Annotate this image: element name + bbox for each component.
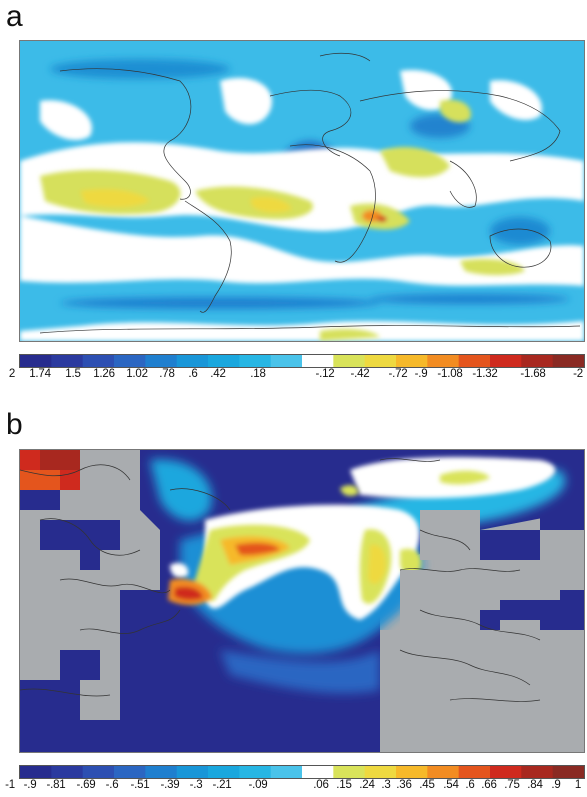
colorbar-tick-label: -.39 [160,779,180,791]
colorbar-tick-label: .9 [551,779,561,791]
colorbar-swatch [239,766,272,778]
colorbar-swatch [552,766,584,778]
north-atlantic-svg [20,450,584,752]
colorbar-tick-label: .06 [313,779,329,791]
colorbar-swatch [364,766,397,778]
colorbar-swatch [521,766,554,778]
colorbar-swatch [302,355,334,367]
colorbar-swatch [145,766,178,778]
colorbar-b [19,765,585,779]
panel-b-label: b [6,408,23,441]
colorbar-swatch [427,355,460,367]
colorbar-tick-label: -.51 [130,779,150,791]
colorbar-tick-label: .84 [527,779,543,791]
colorbar-tick-label: -2 [573,368,583,380]
colorbar-tick-label: 1.5 [65,368,81,380]
colorbar-swatch [333,766,366,778]
colorbar-swatch [208,355,240,367]
masked-cells [20,490,584,752]
colorbar-tick-label: -.81 [46,779,66,791]
colorbar-tick-label: .66 [481,779,497,791]
colorbar-swatch [270,355,303,367]
colorbar-swatch [490,766,522,778]
colorbar-b-svg [20,766,584,778]
colorbar-a-ticks: 2 1.74 1.5 1.26 1.02.78.6.42.18 -.12 -.42 -.72-… [0,368,587,384]
colorbar-tick-label: -.69 [76,779,96,791]
colorbar-swatch [458,355,491,367]
colorbar-swatch [51,766,84,778]
colorbar-swatch [51,355,84,367]
colorbar-tick-label: -.12 [315,368,335,380]
colorbar-tick-label: -.9 [23,779,37,791]
anomaly-field-positive [168,470,490,605]
colorbar-swatch [20,766,52,778]
north-atlantic-map [19,449,585,753]
colorbar-swatch [458,766,491,778]
colorbar-tick-label: .36 [396,779,412,791]
colorbar-tick-label: .54 [443,779,459,791]
colorbar-swatch [176,766,209,778]
colorbar-tick-label: -1.68 [520,368,546,380]
colorbar-tick-label: 1.02 [126,368,148,380]
colorbar-swatch [521,355,554,367]
global-map-svg [20,41,584,341]
colorbar-tick-label: .75 [504,779,520,791]
panel-a-label: a [6,0,23,33]
anomaly-high-corner [20,450,80,490]
colorbar-swatch [552,355,584,367]
colorbar-tick-label: .6 [188,368,198,380]
colorbar-swatch [82,766,115,778]
colorbar-swatch [396,355,428,367]
colorbar-tick-label: .6 [465,779,475,791]
colorbar-tick-label: -.6 [105,779,119,791]
colorbar-tick-label: -.21 [212,779,232,791]
colorbar-tick-label: 2 [8,368,16,380]
colorbar-swatch [302,766,334,778]
colorbar-tick-label: -1.32 [472,368,498,380]
global-anomaly-map [19,40,585,342]
colorbar-swatch [20,355,52,367]
coastlines [39,52,581,334]
colorbar-swatch [396,766,428,778]
colorbar-swatch [114,766,146,778]
colorbar-tick-label: -1.08 [437,368,463,380]
colorbar-swatch [364,355,397,367]
colorbar-tick-label: -.3 [189,779,203,791]
colorbar-tick-label: 1.74 [29,368,51,380]
colorbar-tick-label: .15 [336,779,352,791]
colorbar-tick-label: .3 [381,779,391,791]
colorbar-tick-label: -.09 [248,779,268,791]
colorbar-tick-label: .24 [359,779,375,791]
colorbar-swatch [208,766,240,778]
colorbar-tick-label: -.42 [350,368,370,380]
colorbar-swatch [239,355,272,367]
colorbar-tick-label: .42 [210,368,226,380]
anomaly-field-negative [40,99,525,341]
colorbar-swatch [490,355,522,367]
colorbar-swatch [270,766,303,778]
coastlines [20,458,541,702]
colorbar-tick-label: .45 [419,779,435,791]
colorbar-swatch [427,766,460,778]
colorbar-tick-label: -.9 [414,368,428,380]
colorbar-tick-label: 1.26 [93,368,115,380]
colorbar-swatch [145,355,178,367]
colorbar-tick-label: .78 [159,368,175,380]
colorbar-tick-label: 1 [574,779,582,791]
colorbar-swatch [114,355,146,367]
colorbar-b-ticks: -1 -.9 -.81 -.69 -.6 -.51 -.39 -.3 -.21 -.09 .06 .1… [0,779,587,795]
colorbar-swatch [176,355,209,367]
colorbar-tick-label: -1 [5,779,15,791]
colorbar-tick-label: .18 [250,368,266,380]
colorbar-swatch [333,355,366,367]
colorbar-swatch [82,355,115,367]
colorbar-tick-label: -.72 [388,368,408,380]
colorbar-a-svg [20,355,584,367]
colorbar-a [19,354,585,368]
